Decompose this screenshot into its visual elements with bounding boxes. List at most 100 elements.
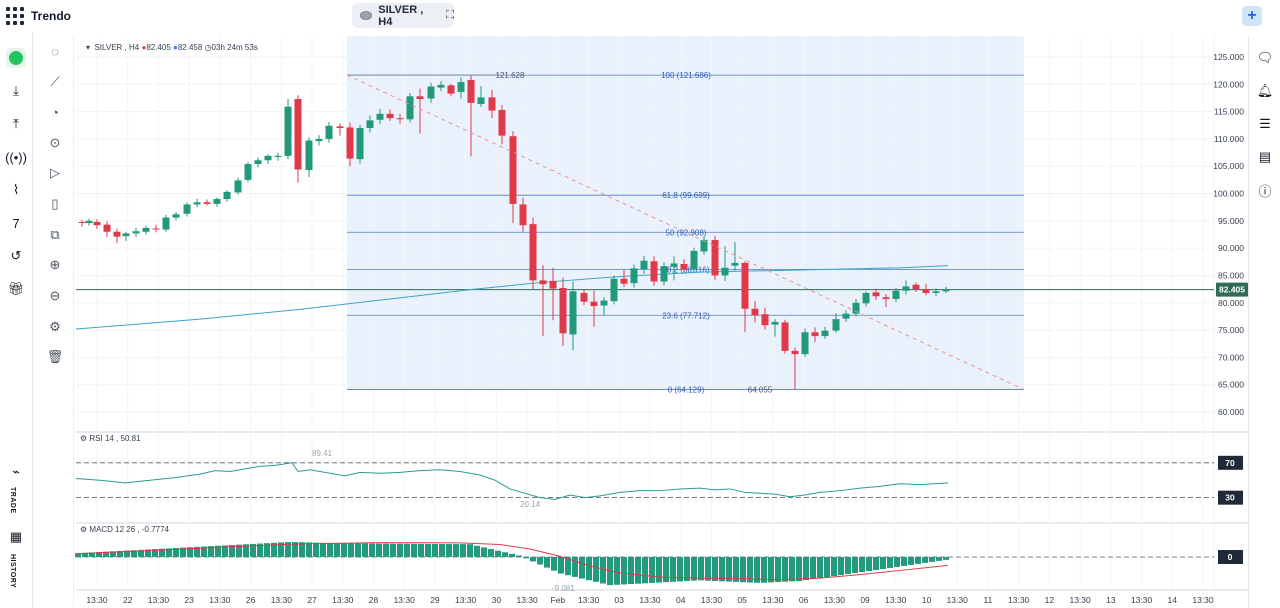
- candle-body: [650, 261, 658, 282]
- macd-histogram-bar: [887, 557, 893, 568]
- candle-body: [832, 319, 840, 331]
- crosshair-icon[interactable]: ◌: [51, 43, 59, 59]
- markets-icon[interactable]: [6, 48, 26, 68]
- candle-body: [254, 160, 262, 165]
- time-tick-label: 23: [184, 595, 194, 605]
- number-seven-icon[interactable]: 7: [12, 215, 20, 231]
- candle-up: [670, 256, 678, 281]
- menu-list-icon[interactable]: ☰: [1259, 116, 1271, 131]
- macd-histogram-bar: [803, 557, 809, 581]
- timer-icon: ◷: [204, 43, 212, 52]
- fib-retracement-zone[interactable]: [347, 36, 1024, 390]
- candle-body: [193, 202, 201, 205]
- candle-body: [811, 332, 819, 337]
- time-tick-label: 13:30: [1069, 595, 1091, 605]
- copy-tool-icon[interactable]: ⧉: [50, 227, 60, 242]
- macd-histogram-bar: [250, 543, 256, 557]
- rsi-legend[interactable]: ⚙ RSI 14 , 50.81: [80, 434, 141, 443]
- candle-body: [93, 221, 101, 226]
- deposit-icon[interactable]: ⤓: [13, 83, 19, 98]
- symbol-selector[interactable]: SILVER , H4 ⛶: [352, 3, 454, 28]
- top-bar: Trendo SILVER , H4 ⛶ +: [0, 0, 1280, 32]
- candle-up: [85, 218, 93, 226]
- candle-body: [488, 97, 496, 111]
- chat-icon[interactable]: 🗨︎: [1256, 50, 1274, 65]
- watchlist-icon[interactable]: ▤: [1258, 149, 1272, 164]
- main-legend[interactable]: ▾ SILVER , H4 ●82.405 ●82.458 ◷03h 24m 5…: [86, 43, 258, 52]
- history-label[interactable]: HISTORY: [9, 554, 16, 589]
- macd-settings-icon[interactable]: ⚙: [80, 525, 88, 534]
- candle-body: [142, 227, 150, 232]
- candle-body: [172, 214, 180, 218]
- candle-up: [213, 197, 221, 207]
- macd-histogram-bar: [411, 543, 417, 557]
- candle-body: [264, 155, 272, 161]
- candle-up: [427, 82, 435, 103]
- macd-histogram-bar: [362, 543, 368, 557]
- bell-icon[interactable]: 🔔︎: [1256, 83, 1274, 98]
- trendline-tool-icon[interactable]: ⟋: [50, 74, 60, 89]
- trade-icon[interactable]: ⌁: [12, 464, 20, 479]
- macd-histogram-bar: [509, 553, 515, 557]
- candle-body: [932, 291, 940, 293]
- macd-histogram-bar: [271, 542, 277, 557]
- candle-body: [821, 330, 829, 337]
- candle-body: [741, 262, 749, 309]
- gift-icon[interactable]: 🎁︎: [7, 281, 25, 296]
- candle-down: [416, 88, 424, 134]
- withdraw-icon[interactable]: ⤒: [13, 116, 19, 131]
- history-clock-icon[interactable]: ↺: [10, 248, 22, 263]
- trade-label[interactable]: TRADE: [9, 487, 16, 514]
- trash-icon[interactable]: 🗑︎: [46, 349, 64, 364]
- macd-histogram-bar: [691, 557, 697, 581]
- collapse-icon[interactable]: ▾: [86, 43, 91, 52]
- broadcast-icon[interactable]: ((•)): [5, 149, 27, 165]
- zoom-out-icon[interactable]: ⊖: [49, 288, 61, 303]
- add-button[interactable]: +: [1242, 6, 1262, 26]
- candle-body: [356, 128, 364, 160]
- ask-dot-icon: ●: [173, 43, 178, 52]
- candle-down: [447, 83, 455, 97]
- candle-body: [223, 191, 231, 199]
- candle-body: [660, 266, 668, 282]
- pie-tool-icon[interactable]: ◔: [51, 104, 59, 120]
- zoom-in-icon[interactable]: ⊕: [49, 257, 61, 272]
- play-tool-icon[interactable]: ▷: [50, 165, 60, 180]
- candle-body: [519, 204, 527, 226]
- macd-histogram-bar: [922, 557, 928, 563]
- macd-histogram-bar: [894, 557, 900, 567]
- macd-histogram-bar: [383, 543, 389, 557]
- current-price-label: 82.405: [1219, 285, 1245, 295]
- candle-down: [741, 261, 749, 333]
- macd-histogram-bar: [474, 545, 480, 557]
- rsi-level-badge: [1218, 490, 1243, 505]
- macd-histogram-bar: [712, 557, 718, 581]
- history-icon[interactable]: ▦: [9, 529, 23, 544]
- macd-histogram-bar: [236, 544, 242, 557]
- chart-line-icon[interactable]: ⌇: [12, 182, 20, 197]
- rsi-settings-icon[interactable]: ⚙: [80, 434, 88, 443]
- macd-histogram-bar: [187, 547, 193, 557]
- note-tool-icon[interactable]: ▯: [51, 196, 59, 211]
- candle-body: [862, 292, 870, 304]
- candle-body: [152, 228, 160, 230]
- apps-grid-icon[interactable]: [6, 7, 24, 25]
- candle-body: [620, 278, 628, 284]
- candle-down: [922, 283, 930, 296]
- fullscreen-icon[interactable]: ⛶: [446, 9, 454, 21]
- macd-histogram-bar: [929, 557, 935, 562]
- candle-body: [761, 314, 769, 326]
- macd-histogram-bar: [348, 543, 354, 557]
- candle-body: [559, 288, 567, 334]
- macd-histogram-bar: [467, 544, 473, 557]
- candle-down: [620, 270, 628, 287]
- time-tick-label: 13:30: [1131, 595, 1153, 605]
- macd-histogram-bar: [194, 546, 200, 557]
- macd-histogram-bar: [201, 546, 207, 557]
- macd-legend[interactable]: ⚙ MACD 12 26 , -0.7774: [80, 525, 169, 534]
- settings-icon[interactable]: ⚙: [49, 319, 61, 334]
- info-icon[interactable]: ⓘ: [1258, 183, 1272, 199]
- circle-tool-icon[interactable]: ⊙: [49, 135, 61, 150]
- candle-body: [751, 308, 759, 316]
